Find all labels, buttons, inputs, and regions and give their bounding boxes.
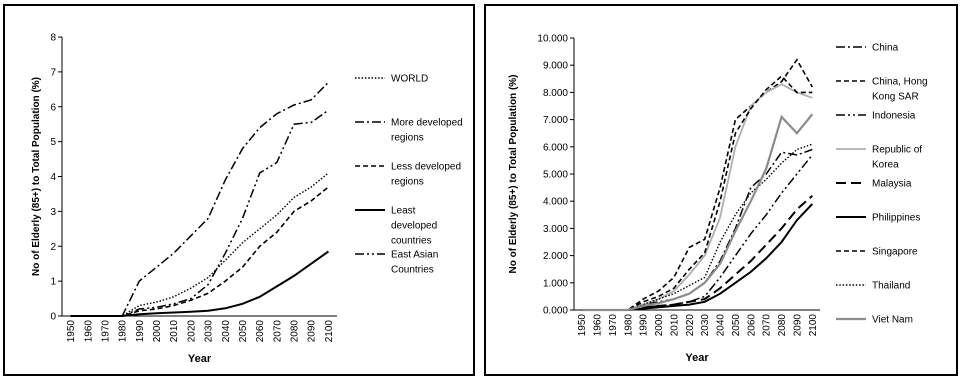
x-tick-label: 2020 (685, 314, 696, 337)
y-tick-label: 6 (50, 102, 56, 113)
x-tick-label: 1960 (83, 320, 94, 343)
x-tick-label: 2030 (700, 314, 711, 337)
y-tick-label: 5.000 (543, 170, 568, 181)
y-tick-label: 9.000 (543, 61, 568, 72)
legend-label-thailand: Thailand (872, 281, 910, 292)
y-tick-label: 1.000 (543, 278, 568, 289)
left-chart: 0 1 2 3 4 5 6 7 8 1950 1960 1970 1980 1990 2000 2010 202… (31, 33, 463, 366)
series-line-indonesia (581, 154, 813, 311)
x-tick-label: 1950 (66, 320, 77, 343)
x-tick-label: 2080 (777, 314, 788, 337)
legend-label-east-asian-countries: East Asian Countries (391, 250, 438, 276)
x-tick-label: 2040 (221, 320, 232, 343)
y-tick-label: 4 (50, 172, 56, 183)
y-tick-label: 3 (50, 207, 56, 218)
x-tick-label: 2030 (204, 320, 215, 343)
x-tick-label: 2090 (792, 314, 803, 337)
right-chart: 0.000 1.000 2.000 3.000 4.000 5.000 6.000 7.000… (508, 34, 928, 365)
y-tick-label: 10.000 (537, 34, 568, 45)
x-axis-title: Year (188, 353, 212, 365)
right-chart-panel: 0.000 1.000 2.000 3.000 4.000 5.000 6.000 7.000… (484, 4, 958, 376)
x-tick-label: 2000 (654, 314, 665, 337)
legend-label-malaysia: Malaysia (872, 179, 912, 190)
x-tick-label: 2070 (762, 314, 773, 337)
legend-label-china: China (872, 43, 899, 54)
y-axis-title: No of Elderly (85+) to Total Population … (31, 77, 42, 276)
series-line-world (70, 172, 329, 317)
series-line-philippines (581, 203, 814, 311)
x-tick-label: 2000 (152, 320, 163, 343)
y-tick-label: 8 (50, 33, 56, 44)
y-tick-label: 7.000 (543, 115, 568, 126)
legend-label-singapore: Singapore (872, 247, 918, 258)
x-tick-label: 1960 (593, 314, 604, 337)
x-tick-label: 2050 (731, 314, 742, 337)
x-tick-label: 1970 (100, 320, 111, 343)
legend-label-world: WORLD (391, 74, 428, 85)
x-tick-label: 1990 (135, 320, 146, 343)
y-tick-label: 0 (50, 312, 56, 323)
y-tick-label: 6.000 (543, 142, 568, 153)
x-tick-label: 1950 (577, 314, 588, 337)
x-tick-label: 2040 (716, 314, 727, 337)
series-line-east-asian-countries (70, 109, 329, 317)
y-axis-title: No of Elderly (85+) to Total Population … (508, 75, 519, 274)
x-axis-title: Year (685, 352, 709, 364)
series-line-less-developed-regions (70, 186, 329, 317)
x-tick-label: 2100 (808, 314, 819, 337)
y-tick-label: 4.000 (543, 197, 568, 208)
x-tick-label: 1970 (608, 314, 619, 337)
legend-label-republic-of-korea: Republic of Korea (872, 145, 922, 171)
series-line-malaysia (581, 195, 813, 311)
y-tick-label: 2.000 (543, 251, 568, 262)
y-tick-label: 5 (50, 137, 56, 148)
x-tick-label: 1990 (639, 314, 650, 337)
x-tick-label: 2060 (746, 314, 757, 337)
y-tick-label: 8.000 (543, 88, 568, 99)
y-tick-label: 2 (50, 242, 56, 253)
legend-label-less-developed-regions: Less developed regions (391, 162, 461, 188)
x-tick-label: 2050 (238, 320, 249, 343)
left-chart-panel: 0 1 2 3 4 5 6 7 8 1950 1960 1970 1980 1990 2000 2010 202… (3, 4, 475, 376)
series-line-least-developed-countries (70, 250, 329, 317)
x-tick-label: 2010 (169, 320, 180, 343)
series-line-china (581, 148, 813, 311)
series-line-thailand (581, 143, 813, 311)
x-tick-label: 1980 (118, 320, 129, 343)
x-tick-label: 2090 (307, 320, 318, 343)
x-tick-label: 2080 (290, 320, 301, 343)
y-tick-label: 7 (50, 67, 56, 78)
legend-label-more-developed-regions: More developed regions (391, 118, 463, 144)
series-line-viet-nam (581, 113, 814, 312)
legend-label-china-hong-kong-sar: China, Hong Kong SAR (872, 77, 928, 103)
series-line-republic-of-korea (581, 83, 813, 311)
y-tick-label: 3.000 (543, 224, 568, 235)
x-tick-label: 2070 (272, 320, 283, 343)
series-line-more-developed-regions (70, 81, 329, 317)
legend-label-viet-nam: Viet Nam (872, 315, 913, 326)
x-tick-label: 2100 (324, 320, 335, 343)
legend-label-indonesia: Indonesia (872, 111, 916, 122)
x-tick-label: 2020 (186, 320, 197, 343)
y-tick-label: 0.000 (543, 306, 568, 317)
legend-label-least-developed-countries: Least developed countries (391, 206, 437, 247)
y-tick-label: 1 (50, 277, 56, 288)
x-tick-label: 2010 (669, 314, 680, 337)
legend-label-philippines: Philippines (872, 213, 920, 224)
x-tick-label: 1980 (623, 314, 634, 337)
series-line-china-hong-kong-sar (581, 58, 813, 311)
x-tick-label: 2060 (255, 320, 266, 343)
series-line-singapore (581, 74, 813, 311)
